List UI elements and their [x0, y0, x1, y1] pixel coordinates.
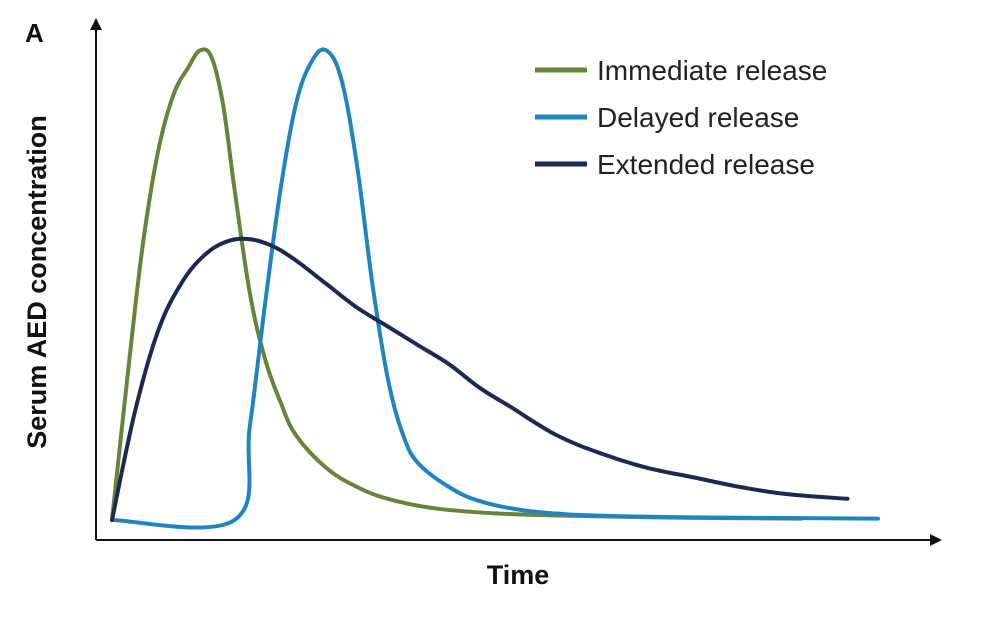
- y-axis-title: Serum AED concentration: [22, 115, 52, 449]
- series-layer: [110, 47, 880, 530]
- x-axis-title: Time: [487, 560, 550, 590]
- series-line-delayed-release: [110, 47, 880, 530]
- legend: Immediate release Delayed release Extended…: [535, 55, 827, 180]
- legend-label-extended-release: Extended release: [597, 149, 815, 180]
- legend-label-delayed-release: Delayed release: [597, 102, 799, 133]
- panel-label: A: [25, 18, 44, 48]
- series-line-extended-release: [110, 236, 850, 522]
- series-line-immediate-release: [110, 47, 804, 522]
- legend-label-immediate-release: Immediate release: [597, 55, 827, 86]
